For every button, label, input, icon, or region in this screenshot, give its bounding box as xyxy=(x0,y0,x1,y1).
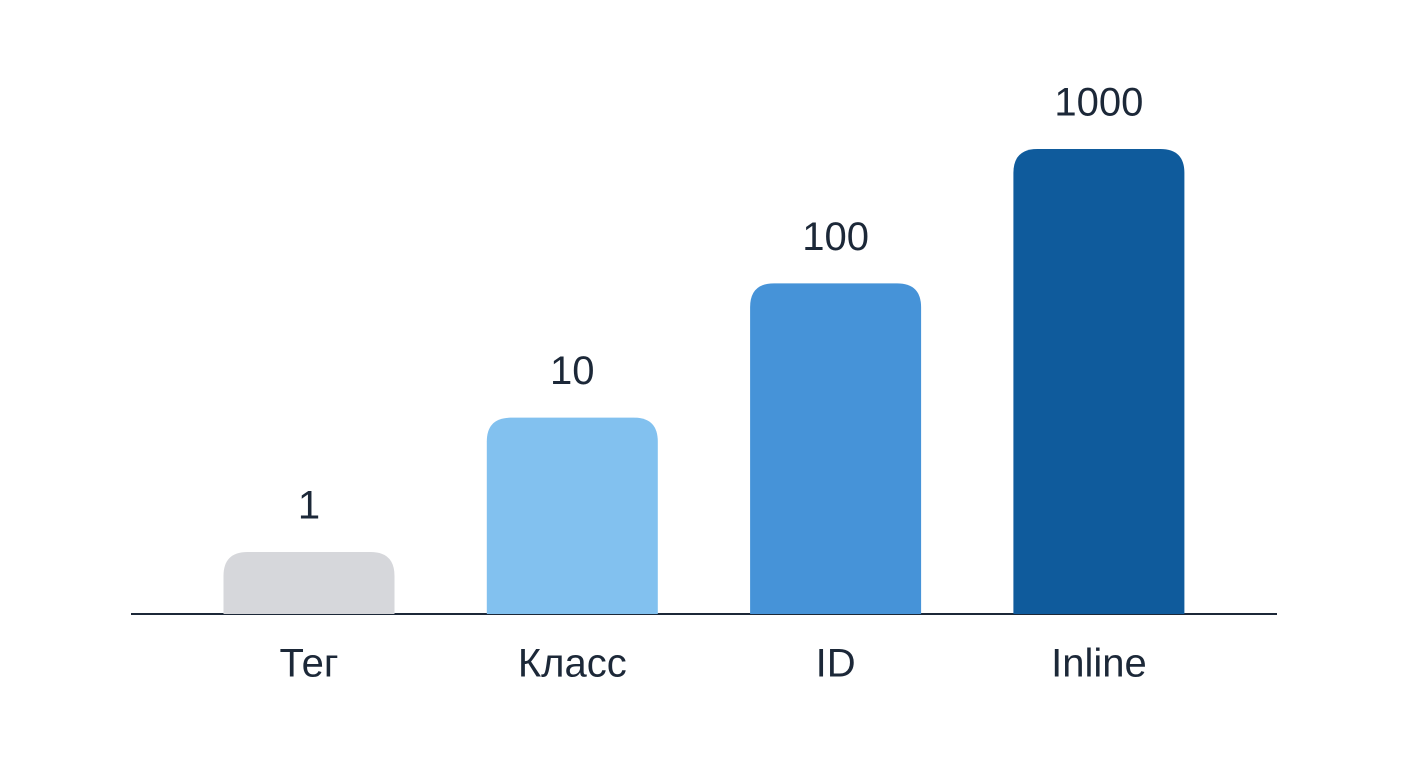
category-label: Inline xyxy=(1051,642,1147,686)
value-label: 1000 xyxy=(1054,81,1143,125)
bar xyxy=(750,283,922,614)
category-label: ID xyxy=(816,642,856,686)
bar xyxy=(223,552,395,614)
bar xyxy=(1013,149,1185,614)
value-label: 10 xyxy=(550,349,595,393)
value-label: 1 xyxy=(298,484,320,528)
value-label: 100 xyxy=(802,215,869,259)
category-label: Тег xyxy=(279,642,338,686)
bar xyxy=(486,417,658,614)
category-label: Класс xyxy=(518,642,627,686)
